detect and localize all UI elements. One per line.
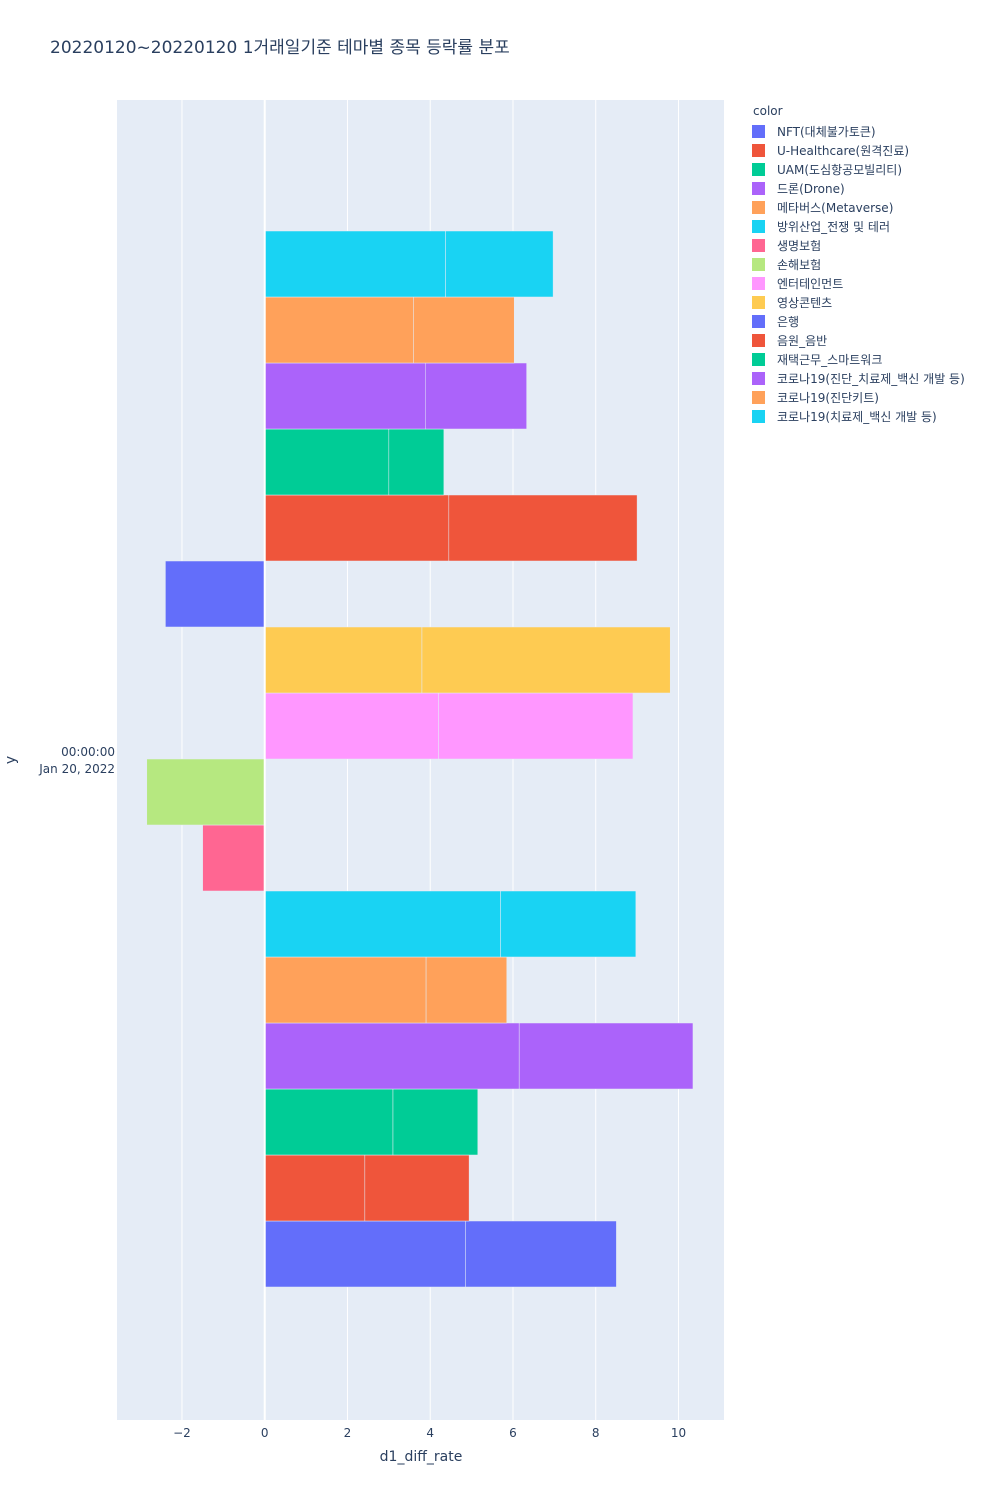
chart-title: 20220120~20220120 1거래일기준 테마별 종목 등락률 분포	[50, 38, 510, 58]
legend-label: 메타버스(Metaverse)	[777, 201, 894, 215]
legend-swatch	[752, 144, 765, 157]
legend-swatch	[752, 296, 765, 309]
legend-label: 코로나19(진단_치료제_백신 개발 등)	[777, 372, 965, 386]
legend-item[interactable]: 영상콘텐츠	[740, 293, 965, 312]
bar-segment[interactable]	[465, 1220, 617, 1288]
legend-swatch	[752, 258, 765, 271]
legend-item[interactable]: U-Healthcare(원격진료)	[740, 141, 965, 160]
x-tick-labels: −2 0 2 4 6 8 10	[173, 1426, 686, 1440]
bar-segment[interactable]	[445, 230, 554, 298]
bar-segment[interactable]	[500, 890, 637, 958]
bar-segment[interactable]	[388, 428, 445, 496]
legend-label: 재택근무_스마트워크	[777, 353, 883, 367]
x-axis-title: d1_diff_rate	[380, 1449, 463, 1465]
x-tick-label: 6	[509, 1426, 517, 1440]
x-tick-label: 2	[344, 1426, 352, 1440]
legend-item[interactable]: 드론(Drone)	[740, 179, 965, 198]
legend-title: color	[753, 104, 783, 118]
legend-item[interactable]: 방위산업_전쟁 및 테러	[740, 217, 965, 236]
bar-segment[interactable]	[392, 1088, 479, 1156]
bar-segment[interactable]	[264, 296, 414, 364]
legend-label: 방위산업_전쟁 및 테러	[777, 220, 890, 234]
legend-item[interactable]: 엔터테인먼트	[740, 274, 965, 293]
legend-swatch	[752, 315, 765, 328]
legend-label: 음원_음반	[777, 334, 828, 348]
legend-item[interactable]: 메타버스(Metaverse)	[740, 198, 965, 217]
legend-item[interactable]: 재택근무_스마트워크	[740, 350, 965, 369]
y-axis-title: y	[3, 756, 19, 764]
legend-swatch	[752, 239, 765, 252]
legend-label: 코로나19(치료제_백신 개발 등)	[777, 410, 937, 424]
legend-label: 생명보험	[777, 239, 822, 253]
legend-swatch	[752, 201, 765, 214]
legend-swatch	[752, 334, 765, 347]
legend-swatch	[752, 410, 765, 423]
legend-item[interactable]: 음원_음반	[740, 331, 965, 350]
bar-segment[interactable]	[264, 1154, 366, 1222]
x-tick-label: −2	[173, 1426, 191, 1440]
bar-segment[interactable]	[421, 626, 671, 694]
legend-label: 코로나19(진단키트)	[777, 391, 879, 405]
bar-segment[interactable]	[264, 1220, 466, 1288]
bar-segment[interactable]	[264, 692, 439, 760]
bar-segment[interactable]	[364, 1154, 470, 1222]
bar-segment[interactable]	[264, 626, 423, 694]
bar-segment[interactable]	[165, 560, 265, 628]
bar-segment[interactable]	[146, 758, 265, 826]
legend-item[interactable]: 코로나19(진단_치료제_백신 개발 등)	[740, 369, 965, 388]
bars	[146, 230, 694, 1288]
bar-segment[interactable]	[425, 362, 527, 430]
legend-item[interactable]: 손해보험	[740, 255, 965, 274]
y-tick-labels: 00:00:00 Jan 20, 2022	[38, 745, 115, 776]
legend-item[interactable]: 생명보험	[740, 236, 965, 255]
legend-swatch	[752, 163, 765, 176]
legend-label: 은행	[777, 315, 800, 329]
legend-item[interactable]: NFT(대체불가토큰)	[740, 122, 965, 141]
bar-segment[interactable]	[264, 428, 390, 496]
legend-item[interactable]: 은행	[740, 312, 965, 331]
legend-label: NFT(대체불가토큰)	[777, 125, 876, 139]
bar-segment[interactable]	[518, 1022, 694, 1090]
bar-segment[interactable]	[264, 956, 427, 1024]
bar-segment[interactable]	[202, 824, 265, 892]
bar-segment[interactable]	[438, 692, 634, 760]
x-tick-label: 8	[592, 1426, 600, 1440]
legend-swatch	[752, 125, 765, 138]
legend-label: 손해보험	[777, 258, 822, 272]
y-tick-label-time: 00:00:00	[61, 745, 115, 759]
bar-segment[interactable]	[264, 1088, 394, 1156]
bar-segment[interactable]	[264, 230, 446, 298]
x-tick-label: 10	[671, 1426, 686, 1440]
legend-swatch	[752, 220, 765, 233]
legend-label: U-Healthcare(원격진료)	[777, 144, 910, 158]
bar-segment[interactable]	[448, 494, 638, 562]
y-tick-label-date: Jan 20, 2022	[38, 762, 115, 776]
legend-item[interactable]: 코로나19(치료제_백신 개발 등)	[740, 407, 965, 426]
bar-segment[interactable]	[264, 362, 426, 430]
legend-label: 엔터테인먼트	[777, 277, 844, 291]
legend-item[interactable]: 코로나19(진단키트)	[740, 388, 965, 407]
legend-swatch	[752, 277, 765, 290]
x-tick-label: 0	[261, 1426, 269, 1440]
legend: color NFT(대체불가토큰) U-Healthcare(원격진료) UAM(도…	[740, 104, 965, 426]
bar-segment[interactable]	[264, 494, 450, 562]
legend-label: 드론(Drone)	[777, 182, 845, 196]
legend-swatch	[752, 391, 765, 404]
legend-label: UAM(도심항공모빌리티)	[777, 163, 903, 177]
legend-swatch	[752, 372, 765, 385]
bar-segment[interactable]	[264, 1022, 520, 1090]
legend-item[interactable]: UAM(도심항공모빌리티)	[740, 160, 965, 179]
bar-segment[interactable]	[425, 956, 508, 1024]
legend-swatch	[752, 353, 765, 366]
legend-swatch	[752, 182, 765, 195]
bar-segment[interactable]	[413, 296, 515, 364]
x-tick-label: 4	[426, 1426, 434, 1440]
legend-label: 영상콘텐츠	[777, 296, 833, 310]
bar-segment[interactable]	[264, 890, 501, 958]
legend-items: NFT(대체불가토큰) U-Healthcare(원격진료) UAM(도심항공모빌리…	[740, 122, 965, 426]
